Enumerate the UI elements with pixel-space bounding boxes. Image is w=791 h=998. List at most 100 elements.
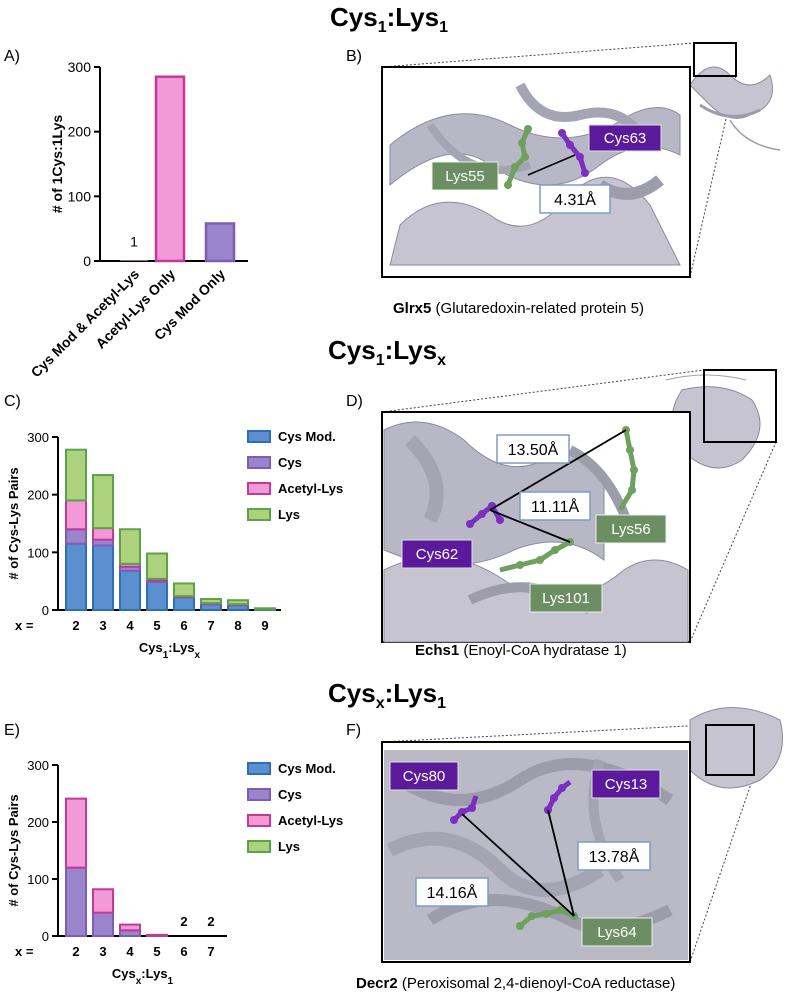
y-axis-label: # of Cys-Lys Pairs [6, 467, 21, 579]
caption-b: Glrx5 (Glutaredoxin-related protein 5) [393, 300, 644, 317]
x-tick-label: 3 [99, 618, 106, 633]
y-tick-label: 0 [42, 603, 49, 618]
y-tick-label: 0 [42, 929, 49, 944]
bar-segment [92, 474, 114, 530]
distance-line [489, 509, 571, 543]
bar-segment [92, 527, 114, 541]
legend-label: Cys Mod. [278, 761, 336, 776]
label-cys63-text: Cys63 [604, 130, 647, 147]
x-tick-label: 7 [207, 618, 214, 633]
caption-f: Decr2 (Peroxisomal 2,4-dienoyl-CoA reduc… [356, 975, 676, 992]
zoom-box [693, 42, 737, 77]
legend-label: Lys [278, 507, 300, 522]
bar-segment [92, 544, 114, 611]
label-distance-1-text: 13.50Å [508, 440, 559, 459]
y-tick-label: 300 [68, 59, 92, 75]
section-title-middle: Cys1:Lysx [328, 335, 447, 370]
x-tick-label: 7 [207, 944, 214, 959]
distance-line [461, 813, 575, 917]
legend-swatch [247, 456, 271, 469]
zoom-line [381, 724, 707, 743]
panel-letter-a: A) [4, 48, 20, 65]
chart-c: 0 100 200 300 # of Cys-Lys Pairs x = 2 3 4 5 6 7 8 9 C… [6, 429, 343, 661]
label-lys55 [431, 161, 499, 191]
label-cys62-text: Cys62 [416, 546, 459, 563]
zoom-line [381, 42, 695, 68]
label-cys13-text: Cys13 [605, 776, 648, 793]
bar-segment [65, 542, 87, 611]
protein-thumbnail [689, 66, 781, 151]
bar-segment [65, 797, 87, 869]
y-tick-label: 200 [27, 815, 49, 830]
y-tick-label: 0 [83, 253, 91, 269]
y-axis-label: # of 1Cys:1Lys [49, 115, 65, 214]
x-tick-label: 3 [99, 944, 106, 959]
bar-segment [119, 923, 141, 932]
bar-segment [173, 582, 195, 598]
legend-swatch [247, 814, 271, 827]
section-title-bottom: Cysx:Lys1 [328, 678, 447, 713]
bar-segment [146, 933, 168, 937]
y-tick-label: 300 [27, 758, 49, 773]
bar-segment [65, 499, 87, 531]
y-axis-label: # of Cys-Lys Pairs [6, 794, 21, 906]
label-lys55-text: Lys55 [445, 168, 484, 185]
bar-value-label: 1 [130, 233, 138, 249]
x-tick-label: 2 [72, 944, 79, 959]
label-cys80-text: Cys80 [403, 768, 446, 785]
label-lys64-text: Lys64 [597, 924, 636, 941]
structure-d: 13.50Å 11.11Å Cys62 Lys56 Lys101 [381, 369, 777, 643]
distance-line [547, 809, 575, 917]
label-lys101 [529, 583, 603, 613]
legend-label: Acetyl-Lys [278, 481, 343, 496]
x-tick-label: 5 [153, 944, 160, 959]
x-tick-label: 6 [180, 944, 187, 959]
zoom-line [381, 369, 705, 413]
legend-label: Acetyl-Lys [278, 813, 343, 828]
legend-swatch [247, 788, 271, 801]
y-tick-label: 100 [68, 188, 92, 204]
distance-line [527, 154, 576, 176]
label-cys63 [588, 124, 662, 152]
x-tick-label: 9 [261, 618, 268, 633]
lys-sidechain [504, 125, 532, 189]
cys80-sidechain [450, 795, 479, 824]
caption-d: Echs1 (Enoyl-CoA hydratase 1) [415, 642, 627, 659]
x-tick-label: 8 [234, 618, 241, 633]
label-cys80 [389, 761, 459, 791]
bar-segment [146, 552, 168, 580]
bar-segment [173, 596, 195, 612]
bar-segment [65, 866, 87, 937]
legend-swatch [247, 508, 271, 521]
bar-segment [119, 528, 141, 565]
label-distance-1 [577, 841, 651, 871]
bar [204, 222, 236, 263]
section-title-top: Cys1:Lys1 [330, 2, 449, 37]
label-cys13 [591, 769, 661, 799]
bar [154, 75, 186, 263]
distance-line [489, 429, 627, 511]
panel-letter-e: E) [4, 722, 20, 739]
y-tick-label: 100 [27, 872, 49, 887]
label-distance-2 [415, 877, 489, 907]
label-distance-2-text: 14.16Å [427, 883, 478, 902]
label-lys56 [595, 514, 667, 544]
label-distance-text: 4.31Å [554, 190, 596, 209]
legend-swatch [247, 482, 271, 495]
bar [120, 260, 148, 261]
legend-swatch [247, 430, 271, 443]
panel-letter-c: C) [4, 393, 21, 410]
label-distance-2-text: 11.11Å [531, 497, 580, 516]
zoom-box [703, 369, 777, 443]
lys101-sidechain [499, 538, 574, 573]
protein-thumbnail [689, 707, 783, 789]
structure-f: Cys80 Cys13 13.78Å 14.16Å Lys64 [381, 707, 783, 963]
legend-label: Cys [278, 787, 302, 802]
bar-value-label: 2 [207, 914, 214, 929]
bar-value-label: 2 [180, 914, 187, 929]
label-distance-2 [519, 491, 591, 521]
bar-segment [227, 599, 249, 606]
cys13-sidechain [544, 780, 572, 814]
y-tick-label: 200 [68, 124, 92, 140]
